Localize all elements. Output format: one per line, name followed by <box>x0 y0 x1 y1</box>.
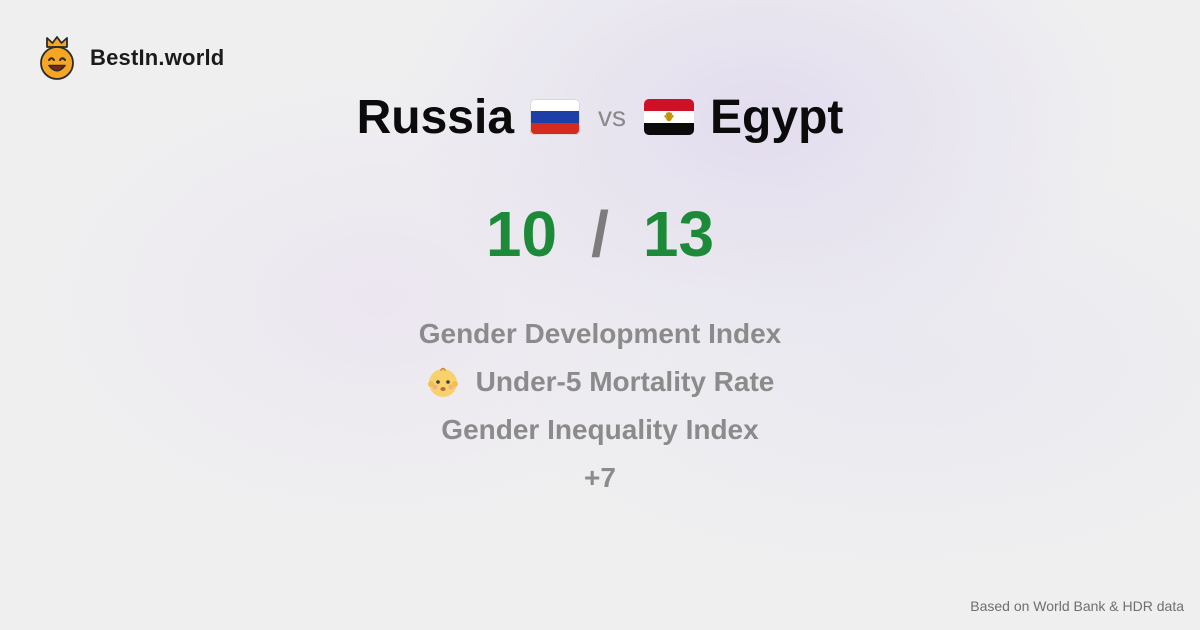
metric-item: Under-5 Mortality Rate <box>426 358 775 406</box>
metric-label: Gender Inequality Index <box>441 414 759 445</box>
metric-label: +7 <box>584 462 616 493</box>
egypt-flag-icon <box>644 99 695 135</box>
score-b: 13 <box>642 198 715 270</box>
score-separator: / <box>591 198 609 270</box>
russia-flag-icon <box>530 99 581 135</box>
more-metrics-count: +7 <box>584 454 616 502</box>
metric-label: Under-5 Mortality Rate <box>475 366 775 397</box>
vs-label: vs <box>598 101 627 132</box>
country-a-name: Russia <box>356 90 515 144</box>
comparison-title: Russia vs Egypt <box>0 86 1200 148</box>
baby-face-icon <box>427 367 458 397</box>
country-b-name: Egypt <box>710 90 844 144</box>
brand-name: BestIn.world <box>90 45 225 70</box>
data-source-note: Based on World Bank & HDR data <box>970 598 1184 614</box>
smiling-crown-face-icon <box>40 36 74 80</box>
metrics-list: Gender Development Index Under-5 Mortali… <box>0 310 1200 502</box>
metric-item: Gender Inequality Index <box>441 406 758 454</box>
score: 10 / 13 <box>0 194 1200 274</box>
score-a: 10 <box>485 198 558 270</box>
metric-label: Gender Development Index <box>418 318 782 349</box>
metric-item: Gender Development Index <box>419 310 782 358</box>
brand[interactable]: BestIn.world <box>38 36 224 80</box>
